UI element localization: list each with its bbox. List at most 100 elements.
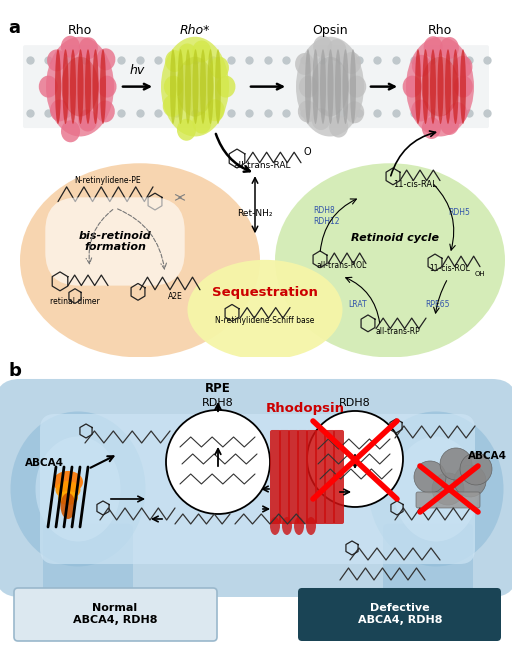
Ellipse shape [62, 49, 69, 124]
Ellipse shape [61, 56, 99, 117]
Ellipse shape [178, 43, 197, 66]
Circle shape [440, 448, 472, 480]
Ellipse shape [430, 49, 436, 124]
Ellipse shape [61, 36, 80, 58]
Text: 11-cis-ROL: 11-cis-ROL [430, 264, 471, 273]
Ellipse shape [406, 37, 474, 136]
Ellipse shape [170, 49, 176, 124]
Ellipse shape [299, 76, 318, 97]
Ellipse shape [164, 76, 183, 97]
Text: RDH5: RDH5 [448, 208, 470, 217]
Ellipse shape [342, 52, 361, 74]
Ellipse shape [422, 117, 441, 139]
Text: retinal dimer: retinal dimer [50, 297, 100, 306]
Ellipse shape [311, 108, 330, 130]
Ellipse shape [11, 411, 145, 567]
Ellipse shape [415, 49, 421, 124]
Text: all-trans-RAL: all-trans-RAL [233, 161, 291, 170]
Ellipse shape [85, 49, 91, 124]
Ellipse shape [454, 56, 473, 78]
Ellipse shape [437, 49, 443, 124]
Text: N-retinylidene-PE: N-retinylidene-PE [75, 176, 141, 185]
Ellipse shape [55, 49, 61, 124]
FancyBboxPatch shape [306, 430, 317, 524]
Ellipse shape [445, 49, 451, 124]
Ellipse shape [328, 49, 333, 124]
Ellipse shape [423, 36, 443, 58]
Ellipse shape [440, 113, 459, 135]
Circle shape [432, 473, 464, 505]
Ellipse shape [329, 116, 348, 138]
Ellipse shape [193, 49, 199, 124]
Ellipse shape [96, 101, 115, 123]
Ellipse shape [70, 49, 76, 124]
Ellipse shape [454, 76, 473, 97]
Ellipse shape [177, 119, 196, 141]
FancyBboxPatch shape [40, 414, 475, 564]
Text: Defective
ABCA4, RDH8: Defective ABCA4, RDH8 [358, 603, 442, 625]
Ellipse shape [440, 37, 459, 59]
Ellipse shape [306, 517, 316, 535]
FancyBboxPatch shape [297, 430, 308, 524]
Ellipse shape [298, 101, 317, 123]
FancyBboxPatch shape [279, 430, 290, 524]
FancyBboxPatch shape [0, 379, 512, 597]
Circle shape [166, 410, 270, 514]
Ellipse shape [311, 56, 349, 117]
Ellipse shape [453, 49, 459, 124]
Ellipse shape [176, 56, 214, 117]
Ellipse shape [187, 260, 343, 360]
Ellipse shape [178, 49, 183, 124]
Circle shape [307, 411, 403, 507]
FancyBboxPatch shape [315, 430, 326, 524]
Circle shape [460, 453, 492, 485]
Ellipse shape [335, 49, 341, 124]
Ellipse shape [161, 37, 229, 136]
FancyBboxPatch shape [333, 430, 344, 524]
Ellipse shape [77, 49, 83, 124]
Text: all-trans-ROL: all-trans-ROL [317, 261, 367, 270]
FancyBboxPatch shape [43, 524, 133, 594]
Ellipse shape [35, 437, 120, 541]
Ellipse shape [39, 76, 58, 97]
Ellipse shape [350, 49, 356, 124]
Ellipse shape [448, 102, 467, 124]
Ellipse shape [369, 411, 503, 567]
Text: Retinoid cycle: Retinoid cycle [351, 234, 439, 243]
Ellipse shape [305, 49, 311, 124]
Ellipse shape [296, 37, 364, 136]
Ellipse shape [294, 517, 304, 535]
Text: RPE65: RPE65 [425, 300, 449, 308]
Ellipse shape [78, 110, 97, 132]
Circle shape [454, 465, 486, 497]
Ellipse shape [61, 120, 80, 142]
Ellipse shape [343, 49, 349, 124]
Text: ABCA4: ABCA4 [468, 451, 507, 461]
Text: bis-retinoid
formation: bis-retinoid formation [79, 230, 152, 252]
Text: OH: OH [475, 271, 485, 277]
Ellipse shape [55, 481, 80, 499]
Text: RDH8: RDH8 [202, 398, 234, 408]
Ellipse shape [93, 49, 98, 124]
Text: Sequestration: Sequestration [212, 286, 318, 299]
Ellipse shape [422, 49, 429, 124]
Text: Rho: Rho [68, 24, 92, 37]
Ellipse shape [163, 95, 182, 117]
Text: N-retinylidene-Schiff base: N-retinylidene-Schiff base [216, 316, 315, 325]
FancyBboxPatch shape [23, 45, 489, 128]
Ellipse shape [347, 76, 366, 97]
Ellipse shape [295, 53, 314, 75]
Ellipse shape [165, 50, 184, 72]
Ellipse shape [320, 49, 326, 124]
Ellipse shape [205, 99, 225, 121]
Ellipse shape [20, 164, 260, 358]
Ellipse shape [270, 517, 280, 535]
Text: Ret-NH₂: Ret-NH₂ [237, 209, 273, 218]
Text: LRAT: LRAT [349, 300, 367, 308]
Text: all-trans-RP: all-trans-RP [376, 327, 420, 336]
Ellipse shape [96, 49, 115, 70]
Ellipse shape [192, 40, 211, 62]
FancyBboxPatch shape [14, 588, 217, 641]
FancyBboxPatch shape [383, 524, 473, 594]
FancyBboxPatch shape [324, 430, 335, 524]
